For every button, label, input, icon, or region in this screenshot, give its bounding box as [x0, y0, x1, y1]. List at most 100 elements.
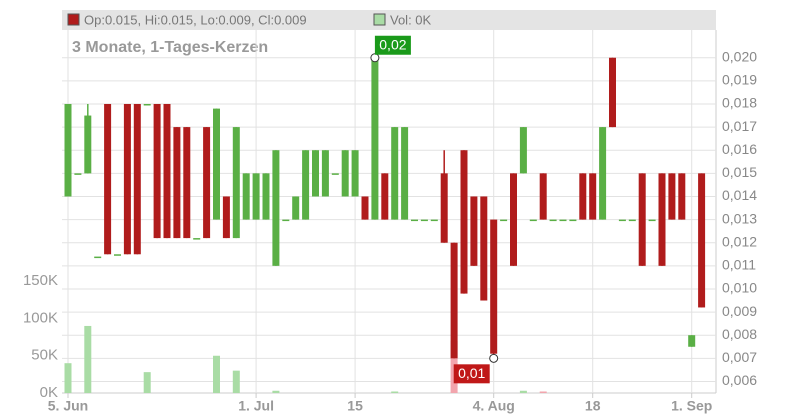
volume-bar	[391, 391, 399, 393]
header-bar	[62, 10, 716, 30]
ohlc-legend: Op:0.015, Hi:0.015, Lo:0.009, Cl:0.009	[84, 12, 307, 27]
y-tick-label: 0,017	[722, 118, 757, 134]
candle-body	[678, 173, 686, 220]
candle-body	[203, 127, 211, 239]
y-tick-label: 0,020	[722, 48, 757, 64]
y2-tick-label: 100K	[23, 309, 58, 326]
candle-body	[391, 127, 399, 220]
candle-body	[381, 173, 389, 220]
candle-body	[213, 108, 220, 220]
candle-body	[163, 103, 171, 239]
candle-body	[282, 219, 290, 222]
candle-body	[321, 150, 329, 197]
candle-body	[232, 127, 240, 239]
y-tick-label: 0,016	[722, 141, 757, 157]
candle-body	[628, 219, 636, 222]
y2-tick-label: 150K	[23, 272, 58, 289]
y-tick-label: 0,009	[722, 303, 757, 319]
candle-body	[123, 103, 131, 255]
candle-body	[331, 173, 339, 175]
candle-body	[529, 219, 537, 222]
candle-body	[519, 127, 527, 174]
volume-bar	[64, 363, 72, 393]
volume-bar	[143, 372, 151, 393]
candle-body	[618, 219, 626, 222]
x-tick-label: 1. Jul	[238, 398, 274, 414]
subtitle: 3 Monate, 1-Tages-Kerzen	[72, 39, 268, 56]
candle-body	[114, 254, 121, 256]
candle-body	[559, 219, 567, 222]
candle-body	[252, 173, 260, 220]
candle-body	[262, 173, 270, 220]
candle-body	[64, 103, 72, 197]
y-tick-label: 0,019	[722, 72, 757, 88]
candle-body	[579, 173, 587, 220]
candle-body	[312, 150, 319, 197]
candle-body	[688, 335, 696, 347]
candle-body	[539, 173, 547, 220]
candle-body	[589, 173, 597, 220]
candle-body	[648, 219, 656, 222]
x-tick-label: 15	[347, 398, 363, 414]
candle-body	[371, 57, 379, 220]
candle-body	[411, 219, 418, 222]
volume-bar	[272, 390, 280, 393]
y2-tick-label: 50K	[31, 347, 58, 364]
candle-body	[658, 173, 666, 266]
volume-bar	[213, 355, 220, 393]
ohlc-legend-icon	[67, 13, 80, 26]
volume-legend: Vol: 0K	[390, 12, 432, 27]
candle-body	[460, 150, 468, 294]
candle-body	[94, 256, 102, 259]
annotation-box	[453, 364, 490, 384]
candle-body	[500, 219, 508, 222]
y-tick-label: 0,010	[722, 280, 757, 296]
candle-body	[143, 103, 151, 106]
candle-body	[549, 219, 557, 222]
candle-body	[292, 196, 300, 220]
y-tick-label: 0,013	[722, 210, 757, 226]
volume-bar	[232, 370, 240, 393]
volume-bar	[539, 391, 547, 393]
extreme-marker	[370, 53, 380, 63]
candle-body	[450, 242, 458, 359]
candle-body	[609, 57, 616, 128]
candle-body	[272, 150, 280, 266]
annotation-label: 0,01	[458, 365, 485, 381]
candle-body	[638, 173, 646, 266]
candle-body	[668, 173, 676, 220]
annotation-label: 0,02	[379, 36, 406, 52]
y-tick-label: 0,007	[722, 349, 757, 365]
candle-body	[242, 173, 250, 220]
candle-body	[222, 196, 230, 239]
candle-body	[440, 173, 448, 243]
candle-body	[193, 238, 201, 240]
candle-body	[480, 196, 488, 301]
candle-body	[401, 127, 409, 220]
extreme-marker	[489, 353, 499, 363]
candle-body	[490, 219, 498, 354]
y-tick-label: 0,006	[722, 372, 757, 388]
y2-tick-label: 0K	[40, 384, 58, 401]
x-tick-label: 5. Jun	[48, 398, 88, 414]
candle-body	[361, 196, 369, 220]
candle-body	[183, 127, 191, 239]
x-tick-label: 1. Sep	[671, 398, 712, 414]
x-tick-label: 4. Aug	[473, 398, 515, 414]
candle-body	[153, 103, 161, 239]
volume-legend-icon	[373, 13, 386, 26]
volume-bar	[519, 390, 527, 393]
candle-body	[302, 150, 310, 220]
candle-body	[341, 150, 349, 197]
candle-body	[569, 219, 577, 222]
y-tick-label: 0,014	[722, 187, 757, 203]
candle-body	[420, 219, 428, 222]
candle-body	[430, 219, 438, 222]
candle-body	[510, 173, 517, 266]
candle-body	[470, 196, 478, 266]
y-tick-label: 0,015	[722, 164, 757, 180]
y-tick-label: 0,012	[722, 233, 757, 249]
candle-body	[173, 127, 181, 239]
annotation-box	[374, 35, 411, 55]
